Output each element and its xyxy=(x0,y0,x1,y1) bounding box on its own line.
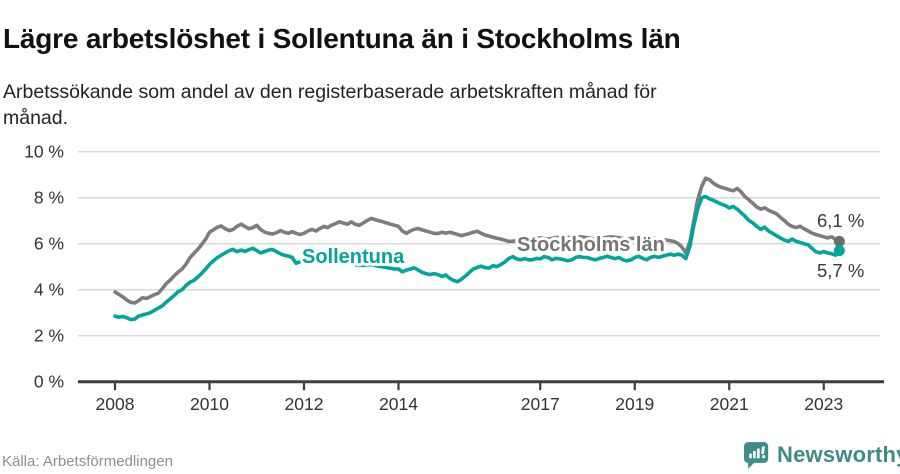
end-value-label-stockholms-l-n: 6,1 % xyxy=(817,210,864,231)
logo-bubble xyxy=(744,442,769,469)
logo-bar-2 xyxy=(753,450,756,459)
brand-name: Newsworthy xyxy=(777,442,900,467)
y-tick-label-6: 6 % xyxy=(34,234,64,254)
source-note: Källa: Arbetsförmedlingen xyxy=(2,453,173,470)
newsworthy-brand: Newsworthy xyxy=(744,440,900,470)
x-tick-label-2014: 2014 xyxy=(379,394,418,414)
newsworthy-logo-icon xyxy=(744,442,769,469)
series-line-stockholms-l-n xyxy=(113,176,842,305)
y-tick-label-10: 10 % xyxy=(24,142,64,162)
logo-bar-1 xyxy=(749,453,752,459)
x-tick-label-2008: 2008 xyxy=(96,394,135,414)
page-title: Lägre arbetslöshet i Sollentuna än i Sto… xyxy=(3,22,681,54)
x-tick-label-2010: 2010 xyxy=(190,394,229,414)
y-tick-label-2: 2 % xyxy=(34,326,64,346)
series-end-dot-sollentuna xyxy=(833,245,845,257)
logo-exclamation-dot xyxy=(762,455,766,459)
series-label-sollentuna: Sollentuna xyxy=(302,246,405,268)
end-value-label-sollentuna: 5,7 % xyxy=(817,260,864,281)
subtitle-line-2: månad. xyxy=(3,106,69,129)
x-tick-label-2023: 2023 xyxy=(804,394,843,414)
logo-exclamation-stem xyxy=(761,446,765,455)
chart-subtitle: Arbetssökande som andel av den registerb… xyxy=(3,79,823,131)
x-tick-label-2019: 2019 xyxy=(615,394,654,414)
series-line-sollentuna xyxy=(113,194,842,322)
logo-bar-3 xyxy=(757,448,760,459)
x-tick-label-2021: 2021 xyxy=(710,394,749,414)
y-tick-label-4: 4 % xyxy=(34,280,64,300)
series-label-stockholms-l-n: Stockholms län xyxy=(517,234,665,256)
y-tick-label-8: 8 % xyxy=(34,188,64,208)
subtitle-line-1: Arbetssökande som andel av den registerb… xyxy=(3,80,657,103)
y-tick-label-0: 0 % xyxy=(34,372,64,392)
x-tick-label-2012: 2012 xyxy=(285,394,324,414)
x-tick-label-2017: 2017 xyxy=(521,394,560,414)
series-end-dot-stockholms-l-n xyxy=(833,235,845,247)
